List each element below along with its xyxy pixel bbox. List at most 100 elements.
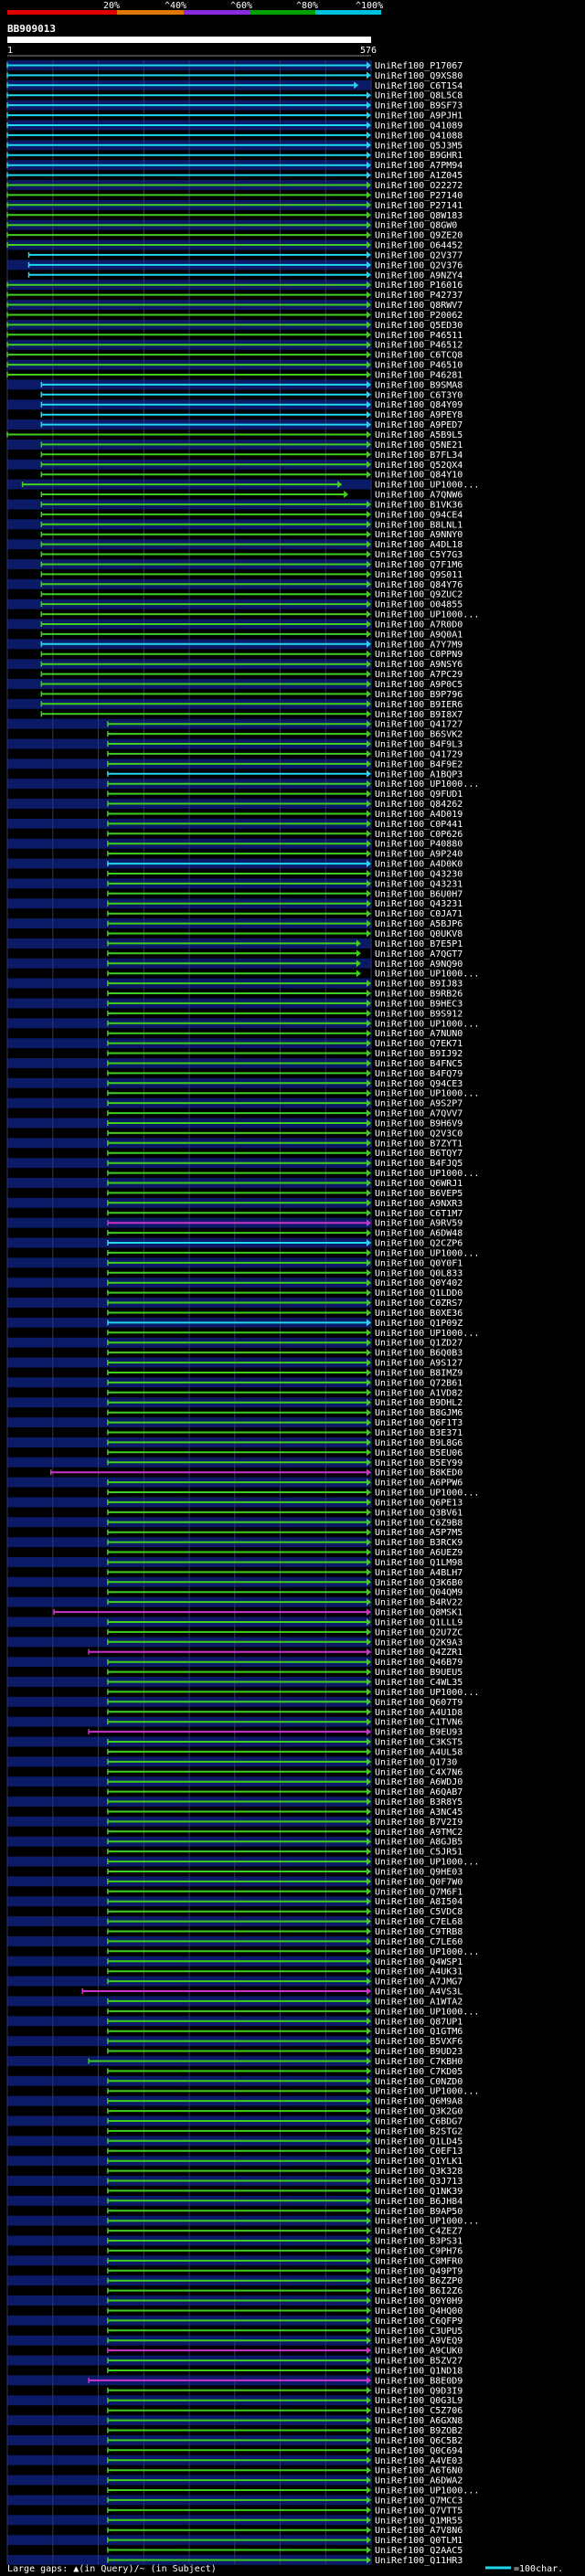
hit-label[interactable]: UniRef100_A7NUN0 bbox=[375, 1029, 463, 1039]
hit-row[interactable]: UniRef100_C6T3Y0 bbox=[40, 390, 463, 400]
hit-label[interactable]: UniRef100_P20062 bbox=[375, 311, 463, 321]
hit-row[interactable]: UniRef100_C5JR51 bbox=[107, 1848, 463, 1858]
hit-row[interactable]: UniRef100_B6TQY7 bbox=[107, 1149, 463, 1159]
hit-label[interactable]: UniRef100_Q3BV61 bbox=[375, 1508, 463, 1518]
hit-label[interactable]: UniRef100_C3KST5 bbox=[375, 1738, 463, 1748]
hit-label[interactable]: UniRef100_B6SVK2 bbox=[375, 730, 463, 740]
hit-row[interactable]: UniRef100_A9NSY6 bbox=[40, 660, 463, 670]
hit-label[interactable]: UniRef100_Q4HQ00 bbox=[375, 2306, 463, 2316]
hit-label[interactable]: UniRef100_B4FNC5 bbox=[375, 1059, 463, 1069]
hit-label[interactable]: UniRef100_B9I8X7 bbox=[375, 710, 463, 720]
hit-row[interactable]: UniRef100_Q84Y10 bbox=[40, 471, 463, 481]
hit-row[interactable]: UniRef100_Q0L833 bbox=[107, 1268, 463, 1278]
hit-row[interactable]: UniRef100_A7V8N6 bbox=[107, 2526, 463, 2536]
hit-row[interactable]: UniRef100_P46281 bbox=[6, 371, 463, 381]
hit-row[interactable]: UniRef100_Q1ND18 bbox=[107, 2367, 463, 2377]
hit-row[interactable]: UniRef100_A7QNW6 bbox=[40, 491, 463, 501]
hit-row[interactable]: UniRef100_B9L8G6 bbox=[107, 1438, 463, 1448]
hit-label[interactable]: UniRef100_A6T6N0 bbox=[375, 2466, 463, 2476]
hit-label[interactable]: UniRef100_Q9D3I9 bbox=[375, 2386, 463, 2396]
hit-row[interactable]: UniRef100_O22272 bbox=[6, 181, 463, 191]
hit-row[interactable]: UniRef100_B9DHL2 bbox=[107, 1398, 463, 1408]
hit-row[interactable]: UniRef100_Q52QX4 bbox=[40, 461, 463, 471]
hit-row[interactable]: UniRef100_C5VDC8 bbox=[107, 1907, 463, 1917]
hit-row[interactable]: UniRef100_B7E5P1 bbox=[107, 939, 463, 949]
hit-label[interactable]: UniRef100_A6WDJ0 bbox=[375, 1777, 463, 1787]
hit-row[interactable]: UniRef100_A4D0K0 bbox=[107, 860, 463, 870]
hit-row[interactable]: UniRef100_A1Z045 bbox=[6, 171, 463, 181]
hit-row[interactable]: UniRef100_Q7F1M6 bbox=[40, 560, 463, 570]
hit-label[interactable]: UniRef100_B5EY99 bbox=[375, 1458, 463, 1468]
hit-row[interactable]: UniRef100_Q43231 bbox=[107, 879, 463, 889]
hit-label[interactable]: UniRef100_C7LE60 bbox=[375, 1937, 463, 1947]
hit-label[interactable]: UniRef100_B9DHL2 bbox=[375, 1398, 463, 1408]
hit-row[interactable]: UniRef100_A1VD82 bbox=[107, 1388, 463, 1398]
hit-label[interactable]: UniRef100_A6DWA2 bbox=[375, 2476, 463, 2486]
hit-row[interactable]: UniRef100_A9CUK0 bbox=[107, 2347, 463, 2357]
hit-label[interactable]: UniRef100_C4X7N6 bbox=[375, 1767, 463, 1777]
hit-label[interactable]: UniRef100_A7PC29 bbox=[375, 670, 463, 680]
hit-row[interactable]: UniRef100_C5Y7G3 bbox=[40, 550, 463, 560]
hit-label[interactable]: UniRef100_Q5ED30 bbox=[375, 321, 463, 331]
hit-row[interactable]: UniRef100_B4FNC5 bbox=[107, 1059, 463, 1069]
hit-row[interactable]: UniRef100_A6UEZ9 bbox=[107, 1548, 463, 1558]
hit-row[interactable]: UniRef100_Q49PT9 bbox=[107, 2266, 463, 2276]
hit-row[interactable]: UniRef100_Q43230 bbox=[107, 870, 463, 880]
hit-label[interactable]: UniRef100_Q9FUD1 bbox=[375, 790, 463, 800]
hit-row[interactable]: UniRef100_Q7M6F1 bbox=[107, 1887, 463, 1897]
hit-label[interactable]: UniRef100_C4WL35 bbox=[375, 1678, 463, 1688]
hit-row[interactable]: UniRef100_Q9S011 bbox=[40, 570, 463, 580]
hit-label[interactable]: UniRef100_Q1ZD27 bbox=[375, 1339, 463, 1349]
hit-row[interactable]: UniRef100_A9S2P7 bbox=[107, 1099, 463, 1109]
hit-row[interactable]: UniRef100_A9NZY4 bbox=[27, 270, 463, 281]
hit-label[interactable]: UniRef100_A9P0C5 bbox=[375, 680, 463, 690]
hit-label[interactable]: UniRef100_UP1000... bbox=[375, 1089, 479, 1099]
hit-label[interactable]: UniRef100_P46281 bbox=[375, 371, 463, 381]
hit-row[interactable]: UniRef100_Q8RWV7 bbox=[6, 301, 463, 311]
hit-row[interactable]: UniRef100_B9EU93 bbox=[88, 1728, 463, 1738]
hit-row[interactable]: UniRef100_C0P626 bbox=[107, 830, 463, 840]
hit-row[interactable]: UniRef100_B8IMZ9 bbox=[107, 1369, 463, 1379]
hit-label[interactable]: UniRef100_A9NSY6 bbox=[375, 660, 463, 670]
hit-label[interactable]: UniRef100_A9NXR3 bbox=[375, 1199, 463, 1209]
hit-label[interactable]: UniRef100_B9UD23 bbox=[375, 2047, 463, 2057]
hit-row[interactable]: UniRef100_O64452 bbox=[6, 241, 463, 251]
hit-row[interactable]: UniRef100_Q41727 bbox=[107, 720, 463, 730]
hit-row[interactable]: UniRef100_C0NZD0 bbox=[107, 2077, 463, 2087]
hit-row[interactable]: UniRef100_UP1000... bbox=[107, 2486, 479, 2496]
hit-label[interactable]: UniRef100_B7V2I9 bbox=[375, 1818, 463, 1828]
hit-label[interactable]: UniRef100_Q6PE13 bbox=[375, 1498, 463, 1508]
hit-label[interactable]: UniRef100_Q0Y0F1 bbox=[375, 1258, 463, 1268]
hit-label[interactable]: UniRef100_Q1LLL9 bbox=[375, 1618, 463, 1628]
hit-label[interactable]: UniRef100_C5Y7G3 bbox=[375, 550, 463, 560]
hit-row[interactable]: UniRef100_Q0Y0F1 bbox=[107, 1258, 463, 1268]
hit-row[interactable]: UniRef100_A6T6N0 bbox=[107, 2466, 463, 2476]
hit-label[interactable]: UniRef100_A9RV59 bbox=[375, 1219, 463, 1229]
hit-row[interactable]: UniRef100_A9PED7 bbox=[40, 420, 463, 430]
hit-row[interactable]: UniRef100_UP1000... bbox=[107, 970, 479, 980]
hit-label[interactable]: UniRef100_Q4WSP1 bbox=[375, 1957, 463, 1967]
hit-label[interactable]: UniRef100_A4BLH7 bbox=[375, 1568, 463, 1578]
hit-row[interactable]: UniRef100_Q7VTT5 bbox=[107, 2506, 463, 2516]
hit-label[interactable]: UniRef100_C6QFP9 bbox=[375, 2316, 463, 2327]
hit-label[interactable]: UniRef100_Q0F7W0 bbox=[375, 1877, 463, 1887]
hit-label[interactable]: UniRef100_A8GJB5 bbox=[375, 1838, 463, 1848]
hit-label[interactable]: UniRef100_A7Y7M9 bbox=[375, 640, 463, 650]
hit-row[interactable]: UniRef100_A9Q0A1 bbox=[40, 630, 463, 640]
hit-row[interactable]: UniRef100_B8GJM6 bbox=[107, 1408, 463, 1418]
hit-label[interactable]: UniRef100_A5P7M5 bbox=[375, 1528, 463, 1538]
hit-row[interactable]: UniRef100_B9AP50 bbox=[107, 2207, 463, 2217]
hit-row[interactable]: UniRef100_B1VK36 bbox=[40, 500, 463, 510]
hit-label[interactable]: UniRef100_Q43231 bbox=[375, 899, 463, 909]
hit-row[interactable]: UniRef100_P27140 bbox=[6, 191, 463, 201]
hit-row[interactable]: UniRef100_Q3K328 bbox=[107, 2167, 463, 2177]
hit-label[interactable]: UniRef100_A1Z045 bbox=[375, 171, 463, 181]
hit-label[interactable]: UniRef100_P27141 bbox=[375, 201, 463, 211]
hit-row[interactable]: UniRef100_P46510 bbox=[6, 361, 463, 371]
hit-label[interactable]: UniRef100_Q3K6B0 bbox=[375, 1578, 463, 1588]
hit-row[interactable]: UniRef100_Q0G3L9 bbox=[107, 2396, 463, 2406]
hit-row[interactable]: UniRef100_Q8GW0 bbox=[6, 221, 457, 231]
hit-label[interactable]: UniRef100_A4U1D8 bbox=[375, 1708, 463, 1718]
hit-row[interactable]: UniRef100_Q8MSK1 bbox=[53, 1608, 463, 1618]
hit-row[interactable]: UniRef100_B9P796 bbox=[40, 690, 463, 700]
